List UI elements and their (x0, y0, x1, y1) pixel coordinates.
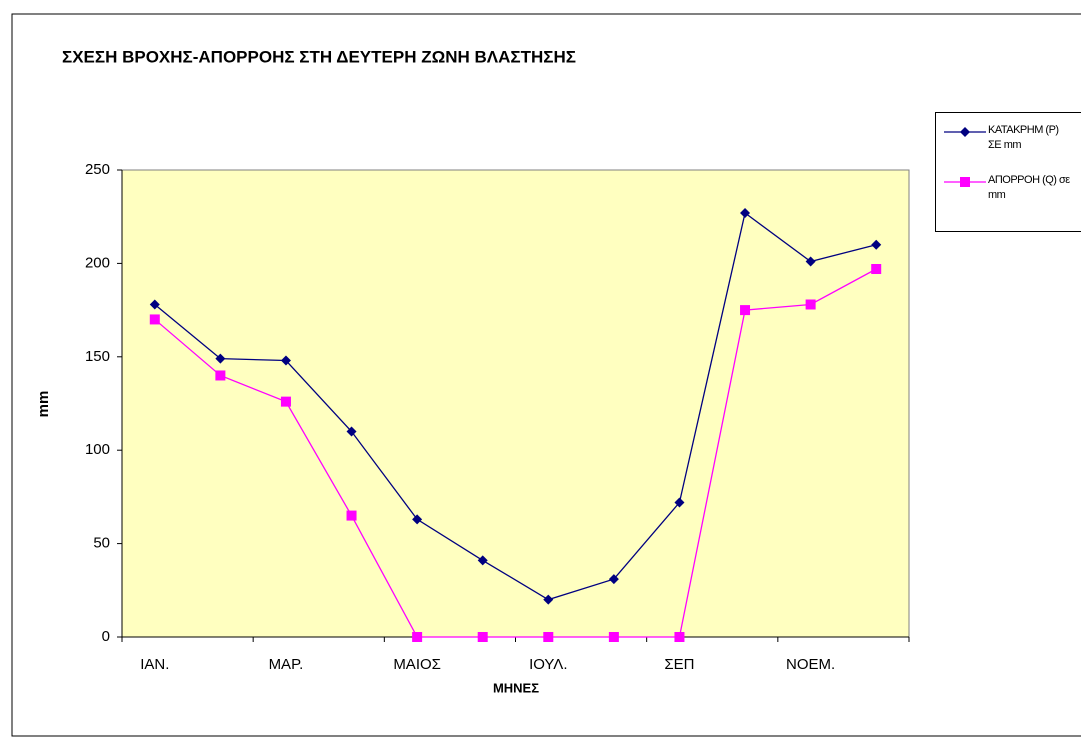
marker (674, 632, 685, 642)
y-tick-label: 150 (85, 348, 110, 365)
chart-title: ΣΧΕΣΗ ΒΡΟΧΗΣ-ΑΠΟΡΡΟΗΣ ΣΤΗ ΔΕΥΤΕΡΗ ΖΩΝΗ Β… (62, 47, 576, 66)
marker (280, 396, 291, 407)
marker (215, 353, 226, 364)
x-tick-label: ΙΟΥΛ. (529, 656, 567, 673)
y-tick-label: 250 (85, 161, 110, 178)
y-axis-label: mm (35, 391, 52, 418)
marker (805, 256, 816, 267)
plot-area (121, 169, 910, 638)
marker (871, 239, 882, 250)
marker (215, 370, 226, 381)
marker (412, 514, 423, 525)
x-tick-label: ΝΟΕΜ. (786, 656, 835, 673)
marker (740, 305, 751, 316)
marker (674, 497, 685, 508)
legend-item: ΑΠΟΡΡΟΗ (Q) σε mm (936, 173, 1081, 213)
marker (280, 355, 291, 366)
legend-item: ΚΑΤΑΚΡΗΜ (P) ΣΕ mm (936, 123, 1081, 163)
legend-symbol (944, 177, 986, 187)
series-line (154, 268, 877, 638)
marker (960, 127, 970, 137)
x-axis-label: ΜΗΝΕΣ (493, 680, 539, 695)
y-tick-label: 50 (93, 535, 110, 552)
legend-label: ΚΑΤΑΚΡΗΜ (P) ΣΕ mm (988, 124, 1059, 151)
x-tick-label: ΙΑΝ. (140, 656, 169, 673)
x-tick-label: ΜΑΙΟΣ (393, 656, 441, 673)
y-tick-label: 100 (85, 441, 110, 458)
marker (608, 632, 619, 642)
marker (543, 594, 554, 605)
marker (805, 299, 816, 310)
x-tick-label: ΜΑΡ. (269, 656, 304, 673)
legend-symbol (944, 127, 986, 137)
marker (960, 177, 970, 187)
marker (149, 314, 160, 325)
marker (740, 207, 751, 218)
marker (477, 555, 488, 566)
marker (477, 632, 488, 642)
x-tick-label: ΣΕΠ (664, 656, 694, 673)
marker (608, 574, 619, 585)
y-tick-label: 0 (102, 628, 110, 645)
legend-label: ΑΠΟΡΡΟΗ (Q) σε mm (988, 174, 1070, 201)
marker (149, 299, 160, 310)
series-line (154, 211, 877, 601)
marker (346, 510, 357, 521)
marker (346, 426, 357, 437)
marker (543, 632, 554, 642)
legend: ΚΑΤΑΚΡΗΜ (P) ΣΕ mm ΑΠΟΡΡΟΗ (Q) σε mm (935, 112, 1081, 232)
marker (871, 264, 882, 275)
y-tick-label: 200 (85, 254, 110, 271)
marker (412, 632, 423, 642)
